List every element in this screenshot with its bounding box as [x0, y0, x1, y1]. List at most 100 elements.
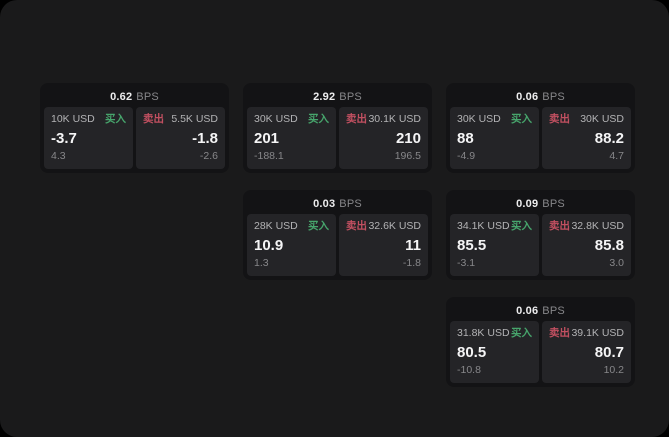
buy-header-row: 30K USD 买入	[254, 113, 329, 126]
sell-amount: 32.6K USD	[368, 220, 421, 232]
bps-spread-value: 2.92	[313, 91, 336, 103]
sell-price: -1.8	[192, 130, 218, 147]
buy-amount: 10K USD	[51, 113, 95, 125]
buy-amount: 30K USD	[254, 113, 298, 125]
sell-change: 3.0	[609, 257, 624, 270]
card-header: 2.92 BPS	[247, 87, 428, 107]
sell-price: 210	[395, 130, 421, 147]
sell-change: -2.6	[199, 150, 218, 163]
quote-panels: 28K USD 买入 10.9 1.3 卖出 32.6K USD 11 -1.8	[247, 214, 428, 276]
card-header: 0.03 BPS	[247, 194, 428, 214]
bps-unit-label: BPS	[136, 91, 159, 103]
sell-change: 4.7	[609, 150, 624, 163]
buy-change: -4.9	[457, 150, 476, 163]
sell-change: -1.8	[402, 257, 421, 270]
sell-quote-tile[interactable]: 卖出 32.8K USD 85.8 3.0	[542, 214, 631, 276]
buy-price: 85.5	[457, 237, 487, 254]
quote-panels: 30K USD 买入 88 -4.9 卖出 30K USD 88.2 4.7	[450, 107, 631, 169]
quote-panels: 30K USD 买入 201 -188.1 卖出 30.1K USD 210 1…	[247, 107, 428, 169]
quote-card: 0.06 BPS 31.8K USD 买入 80.5 -10.8 卖出 39.1…	[446, 297, 635, 387]
buy-amount: 31.8K USD	[457, 327, 510, 339]
buy-amount: 30K USD	[457, 113, 501, 125]
bps-unit-label: BPS	[542, 91, 565, 103]
sell-header-row: 卖出 5.5K USD	[143, 113, 218, 126]
buy-quote-tile[interactable]: 30K USD 买入 201 -188.1	[247, 107, 336, 169]
sell-quote-tile[interactable]: 卖出 30.1K USD 210 196.5	[339, 107, 428, 169]
buy-side-label: 买入	[511, 220, 532, 232]
buy-header-row: 10K USD 买入	[51, 113, 126, 126]
buy-change: -10.8	[457, 364, 481, 377]
sell-side-label: 卖出	[346, 220, 367, 232]
card-header: 0.06 BPS	[450, 87, 631, 107]
buy-price: 88	[457, 130, 474, 147]
buy-header-row: 34.1K USD 买入	[457, 220, 532, 233]
sell-header-row: 卖出 30.1K USD	[346, 113, 421, 126]
sell-amount: 30K USD	[580, 113, 624, 125]
buy-side-label: 买入	[308, 113, 329, 125]
sell-quote-tile[interactable]: 卖出 30K USD 88.2 4.7	[542, 107, 631, 169]
sell-quote-tile[interactable]: 卖出 39.1K USD 80.7 10.2	[542, 321, 631, 383]
sell-side-label: 卖出	[549, 113, 570, 125]
quote-panels: 31.8K USD 买入 80.5 -10.8 卖出 39.1K USD 80.…	[450, 321, 631, 383]
sell-header-row: 卖出 32.8K USD	[549, 220, 624, 233]
quote-panels: 34.1K USD 买入 85.5 -3.1 卖出 32.8K USD 85.8…	[450, 214, 631, 276]
sell-change: 196.5	[394, 150, 421, 163]
sell-side-label: 卖出	[549, 327, 570, 339]
buy-side-label: 买入	[511, 327, 532, 339]
bps-spread-value: 0.62	[110, 91, 133, 103]
buy-side-label: 买入	[308, 220, 329, 232]
bps-spread-value: 0.03	[313, 198, 336, 210]
buy-header-row: 31.8K USD 买入	[457, 327, 532, 340]
buy-side-label: 买入	[105, 113, 126, 125]
buy-price: 80.5	[457, 344, 487, 361]
buy-price: -3.7	[51, 130, 77, 147]
sell-side-label: 卖出	[346, 113, 367, 125]
sell-header-row: 卖出 39.1K USD	[549, 327, 624, 340]
sell-side-label: 卖出	[143, 113, 164, 125]
buy-change: -3.1	[457, 257, 476, 270]
sell-quote-tile[interactable]: 卖出 32.6K USD 11 -1.8	[339, 214, 428, 276]
card-header: 0.62 BPS	[44, 87, 225, 107]
bps-spread-value: 0.09	[516, 198, 539, 210]
bps-unit-label: BPS	[339, 198, 362, 210]
buy-price: 10.9	[254, 237, 284, 254]
buy-change: 4.3	[51, 150, 66, 163]
sell-price: 11	[405, 237, 421, 254]
buy-change: -188.1	[254, 150, 284, 163]
bps-spread-value: 0.06	[516, 91, 539, 103]
buy-quote-tile[interactable]: 30K USD 买入 88 -4.9	[450, 107, 539, 169]
sell-header-row: 卖出 30K USD	[549, 113, 624, 126]
quote-card: 0.09 BPS 34.1K USD 买入 85.5 -3.1 卖出 32.8K…	[446, 190, 635, 280]
bps-unit-label: BPS	[542, 198, 565, 210]
quote-card: 2.92 BPS 30K USD 买入 201 -188.1 卖出 30.1K …	[243, 83, 432, 173]
buy-change: 1.3	[254, 257, 269, 270]
buy-quote-tile[interactable]: 31.8K USD 买入 80.5 -10.8	[450, 321, 539, 383]
sell-header-row: 卖出 32.6K USD	[346, 220, 421, 233]
quote-panels: 10K USD 买入 -3.7 4.3 卖出 5.5K USD -1.8 -2.…	[44, 107, 225, 169]
buy-amount: 28K USD	[254, 220, 298, 232]
buy-amount: 34.1K USD	[457, 220, 510, 232]
bps-spread-value: 0.06	[516, 305, 539, 317]
quote-card: 0.03 BPS 28K USD 买入 10.9 1.3 卖出 32.6K US…	[243, 190, 432, 280]
buy-header-row: 28K USD 买入	[254, 220, 329, 233]
sell-amount: 39.1K USD	[571, 327, 624, 339]
buy-quote-tile[interactable]: 28K USD 买入 10.9 1.3	[247, 214, 336, 276]
sell-change: 10.2	[603, 364, 624, 377]
sell-side-label: 卖出	[549, 220, 570, 232]
sell-amount: 30.1K USD	[368, 113, 421, 125]
buy-side-label: 买入	[511, 113, 532, 125]
sell-price: 88.2	[594, 130, 624, 147]
bps-unit-label: BPS	[339, 91, 362, 103]
buy-quote-tile[interactable]: 34.1K USD 买入 85.5 -3.1	[450, 214, 539, 276]
buy-price: 201	[254, 130, 280, 147]
buy-header-row: 30K USD 买入	[457, 113, 532, 126]
sell-price: 85.8	[594, 237, 624, 254]
bps-unit-label: BPS	[542, 305, 565, 317]
buy-quote-tile[interactable]: 10K USD 买入 -3.7 4.3	[44, 107, 133, 169]
card-header: 0.09 BPS	[450, 194, 631, 214]
card-header: 0.06 BPS	[450, 301, 631, 321]
sell-amount: 5.5K USD	[171, 113, 218, 125]
sell-quote-tile[interactable]: 卖出 5.5K USD -1.8 -2.6	[136, 107, 225, 169]
quote-card: 0.62 BPS 10K USD 买入 -3.7 4.3 卖出 5.5K USD…	[40, 83, 229, 173]
